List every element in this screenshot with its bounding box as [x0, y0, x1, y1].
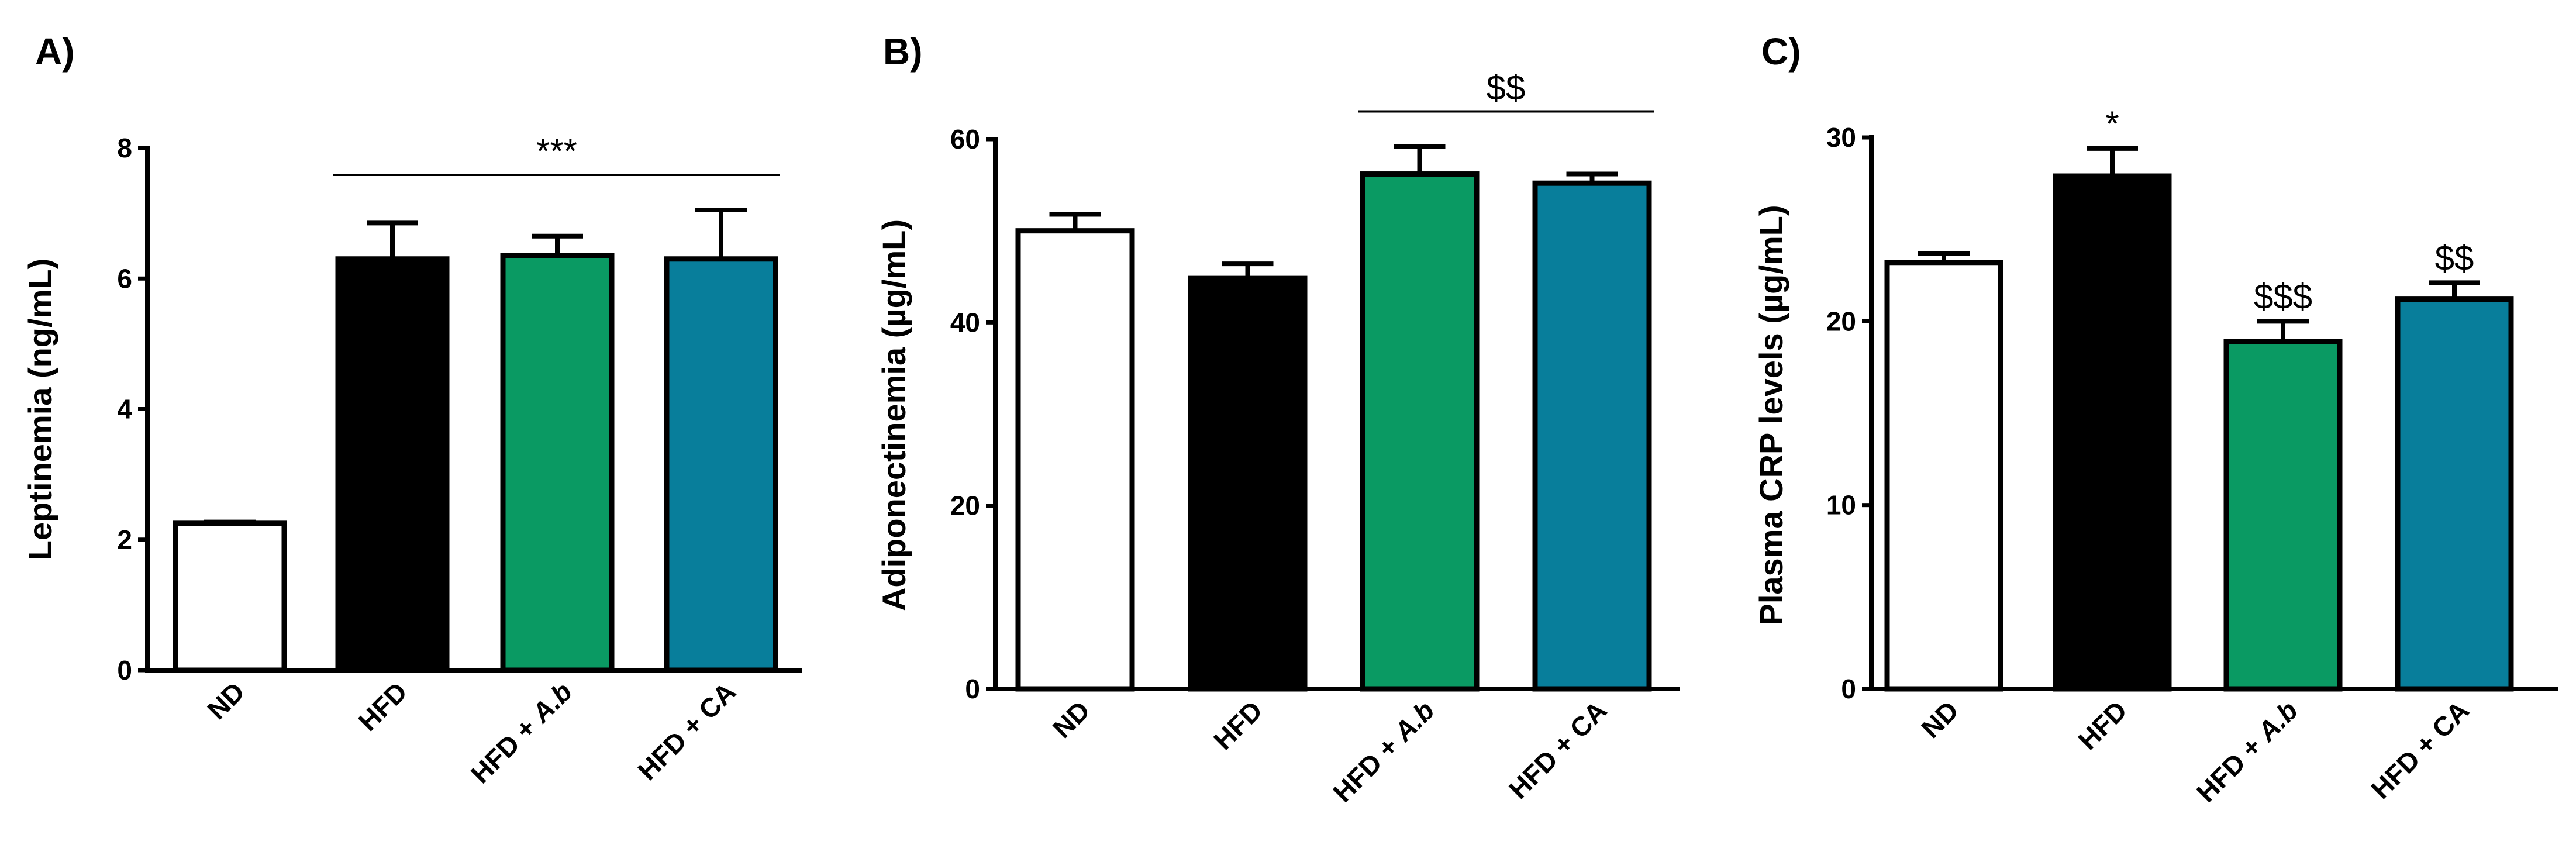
bar — [1532, 180, 1652, 692]
y-tick-label: 8 — [117, 133, 132, 163]
panel-letter: B) — [883, 30, 923, 73]
bar — [2395, 296, 2514, 692]
y-tick-label: 4 — [117, 394, 132, 425]
y-tick-label: 2 — [117, 525, 132, 555]
x-tick-label: ND — [1047, 695, 1096, 744]
x-tick-label: HFD + CA — [2365, 695, 2475, 805]
bar — [1884, 260, 2003, 692]
panel-letter: C) — [1761, 30, 1801, 73]
bar — [500, 253, 615, 673]
bar — [335, 256, 450, 673]
bar — [664, 256, 778, 673]
y-axis-label: Leptinemia (ng/mL) — [22, 258, 58, 560]
significance-label: * — [2105, 104, 2119, 143]
y-tick-label: 6 — [117, 263, 132, 294]
x-tick-label: HFD + A.b — [1327, 695, 1440, 808]
bar — [1188, 275, 1308, 692]
bar — [1360, 171, 1480, 692]
bar — [2223, 339, 2343, 692]
bar — [2053, 173, 2172, 692]
chart-panel-1: A) Leptinemia (ng/mL) 0 2 4 6 8 ND HFD HFD + A.b H… — [22, 30, 802, 789]
x-tick-label: ND — [1915, 695, 1964, 744]
x-tick-label: HFD + A.b — [465, 676, 578, 789]
significance-label: $$ — [1487, 68, 1526, 108]
y-tick-label: 40 — [950, 307, 980, 337]
x-tick-label: HFD + A.b — [2191, 695, 2303, 808]
significance-label: $$ — [2435, 238, 2474, 277]
x-tick-label: HFD + CA — [1503, 695, 1613, 805]
y-tick-label: 60 — [950, 124, 980, 154]
y-tick-label: 20 — [950, 491, 980, 521]
y-tick-label: 30 — [1826, 122, 1856, 153]
chart-panel-2: B) Adiponectinemia (µg/mL) 0 20 40 60 ND HFD HFD… — [875, 30, 1680, 808]
x-tick-label: HFD — [2072, 695, 2133, 756]
bar — [173, 520, 287, 673]
y-tick-label: 20 — [1826, 306, 1856, 336]
y-tick-label: 0 — [1841, 674, 1856, 704]
chart-panel-3: C) Plasma CRP levels (µg/mL) 0 10 20 30 ND * HFD… — [1753, 30, 2558, 808]
x-tick-label: HFD — [352, 676, 413, 737]
y-tick-label: 10 — [1826, 490, 1856, 520]
y-axis-label: Plasma CRP levels (µg/mL) — [1753, 205, 1789, 625]
x-tick-label: ND — [201, 676, 250, 725]
panel-letter: A) — [35, 30, 75, 73]
x-tick-label: HFD — [1208, 695, 1268, 756]
bar — [1015, 228, 1135, 692]
y-tick-label: 0 — [965, 674, 980, 704]
x-tick-label: HFD + CA — [632, 676, 742, 786]
significance-label: $$$ — [2254, 277, 2312, 316]
y-tick-label: 0 — [117, 655, 132, 685]
significance-label: *** — [536, 132, 577, 171]
y-axis-label: Adiponectinemia (µg/mL) — [875, 219, 912, 611]
